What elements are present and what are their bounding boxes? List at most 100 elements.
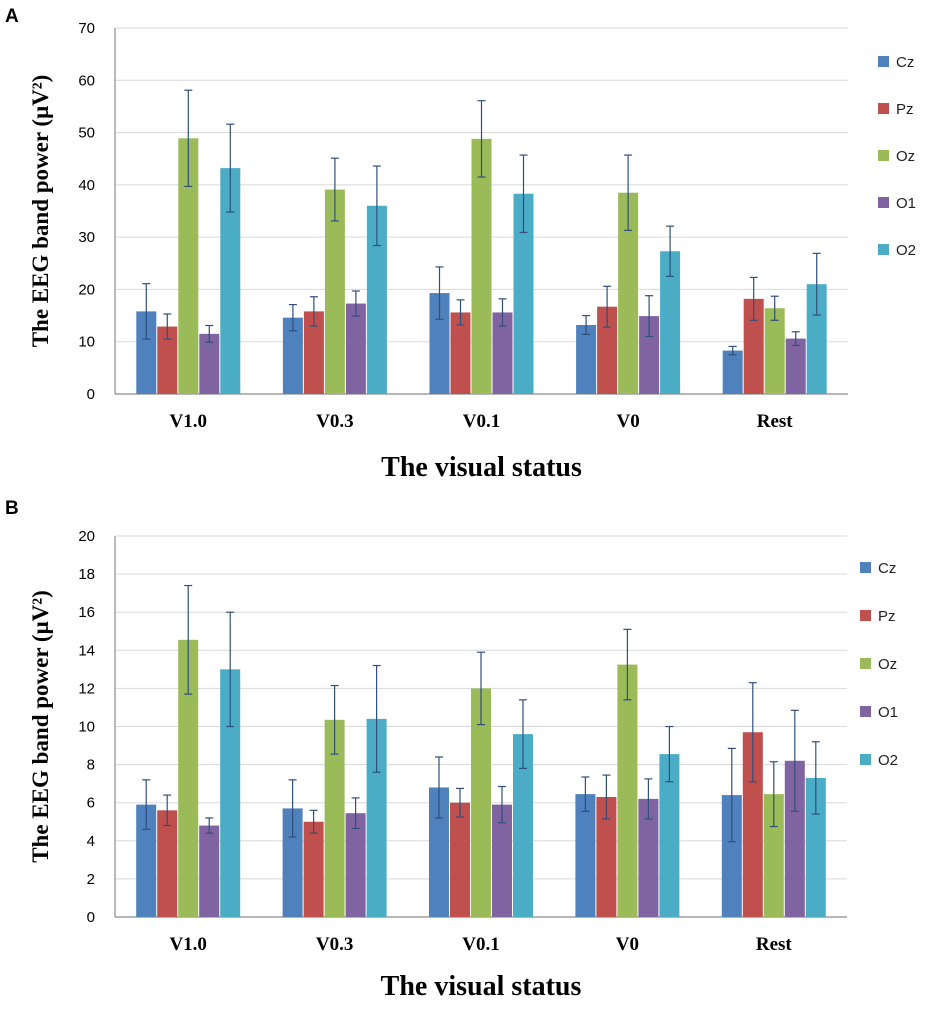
bar-o2-rest: [805, 777, 826, 917]
x-category-label: V1.0: [169, 934, 206, 955]
legend-label-cz: Cz: [896, 54, 914, 71]
legend-swatch-cz: [878, 56, 889, 67]
legend-swatch-o2: [860, 754, 871, 765]
legend-label-o2: O2: [896, 242, 916, 259]
bar-oz-rest: [764, 308, 785, 394]
bar-o2-v10: [220, 669, 241, 917]
bar-pz-v0: [597, 306, 618, 394]
bar-oz-v01: [471, 138, 492, 394]
legend-swatch-o2: [878, 244, 889, 255]
bar-pz-v01: [450, 802, 470, 917]
bar-o2-v10: [220, 168, 241, 394]
y-tick-label: 2: [87, 871, 95, 888]
x-category-label: Rest: [757, 411, 794, 432]
bar-oz-v03: [324, 189, 345, 394]
legend-swatch-o1: [860, 706, 871, 717]
bar-oz-v0: [618, 192, 639, 394]
legend-label-cz: Cz: [878, 560, 896, 577]
bar-pz-v03: [303, 311, 324, 394]
y-axis-title: The EEG band power (μV²): [28, 75, 53, 348]
panel-a: A 0 10 20 30 40 50 60 70 V1.0 V0.3 V0.1 V0 Rest The vi…: [5, 6, 916, 483]
bar-oz-v10: [178, 639, 199, 917]
y-tick-label: 60: [78, 72, 95, 89]
y-tick-label: 0: [87, 909, 95, 926]
x-category-label: V0: [616, 411, 639, 432]
y-axis-title: The EEG band power (μV²): [28, 590, 53, 863]
bar-o2-v0: [659, 754, 680, 917]
legend-label-oz: Oz: [878, 656, 897, 673]
bar-o2-v03: [366, 718, 387, 917]
bar-oz-v10: [178, 138, 199, 394]
panel-label: A: [5, 6, 19, 27]
bar-o1-v10: [199, 333, 220, 394]
x-category-label: V0.3: [316, 934, 353, 955]
y-tick-label: 6: [87, 795, 95, 812]
bar-oz-v03: [324, 719, 345, 917]
bar-cz-v01: [429, 787, 449, 917]
legend-label-o1: O1: [896, 195, 916, 212]
legend-swatch-oz: [878, 150, 889, 161]
bar-cz-v0: [576, 324, 597, 394]
y-tick-label: 40: [78, 177, 95, 194]
x-category-label: V1.0: [170, 411, 207, 432]
y-tick-label: 4: [87, 833, 95, 850]
x-category-label: Rest: [756, 934, 793, 955]
panel-label: B: [5, 498, 19, 519]
bar-o1-v03: [345, 303, 366, 394]
bar-pz-v10: [157, 326, 178, 394]
bar-pz-v03: [303, 821, 324, 917]
bar-o1-rest: [785, 338, 806, 394]
y-tick-label: 10: [78, 719, 95, 736]
bar-o1-v03: [345, 813, 366, 917]
legend-swatch-cz: [860, 562, 871, 573]
y-tick-label: 50: [78, 125, 95, 142]
bar-oz-rest: [763, 794, 784, 917]
legend-swatch-o1: [878, 197, 889, 208]
x-category-label: V0.3: [316, 411, 353, 432]
bar-cz-v03: [282, 317, 303, 394]
bar-o1-v10: [199, 825, 220, 917]
legend-label-o2: O2: [878, 752, 898, 769]
legend-swatch-pz: [860, 610, 871, 621]
bar-o2-v01: [513, 193, 534, 394]
y-tick-label: 14: [78, 642, 95, 659]
bar-cz-v0: [575, 794, 596, 917]
legend-swatch-oz: [860, 658, 871, 669]
bar-pz-rest: [742, 732, 763, 917]
y-tick-label: 0: [87, 386, 95, 403]
bar-oz-v0: [617, 664, 638, 917]
bar-cz-v01: [429, 293, 450, 394]
bar-o1-v01: [492, 312, 513, 394]
y-tick-label: 18: [78, 566, 95, 583]
bar-o1-v0: [639, 316, 660, 394]
bar-cz-v10: [136, 311, 157, 394]
y-tick-label: 16: [78, 604, 95, 621]
legend-label-pz: Pz: [896, 101, 914, 118]
y-tick-label: 70: [78, 20, 95, 37]
x-category-label: V0.1: [462, 934, 499, 955]
bar-pz-v01: [450, 312, 471, 394]
x-category-label: V0: [616, 934, 639, 955]
bar-o1-v0: [638, 798, 659, 917]
bar-cz-rest: [721, 795, 742, 917]
x-axis-title: The visual status: [381, 971, 582, 1002]
bar-o1-v01: [492, 804, 512, 917]
y-tick-label: 20: [78, 528, 95, 545]
bar-o2-v0: [660, 251, 681, 394]
y-tick-label: 30: [78, 229, 95, 246]
bar-pz-v10: [157, 810, 178, 917]
panel-b: B 0 2 4 6 8 10 12 14 16 18 20 V1.0 V0.3 V0.1 V0 Rest The …: [5, 498, 898, 1002]
x-axis-title: The visual status: [381, 452, 582, 483]
y-tick-label: 12: [78, 680, 95, 697]
y-tick-label: 8: [87, 757, 95, 774]
legend-label-pz: Pz: [878, 608, 896, 625]
bar-o2-rest: [806, 284, 827, 394]
legend-swatch-pz: [878, 103, 889, 114]
legend-label-o1: O1: [878, 704, 898, 721]
y-tick-label: 20: [78, 281, 95, 298]
bar-cz-v03: [282, 808, 303, 917]
bar-oz-v01: [471, 688, 491, 917]
bar-o2-v01: [513, 734, 533, 917]
bar-pz-rest: [743, 298, 764, 394]
